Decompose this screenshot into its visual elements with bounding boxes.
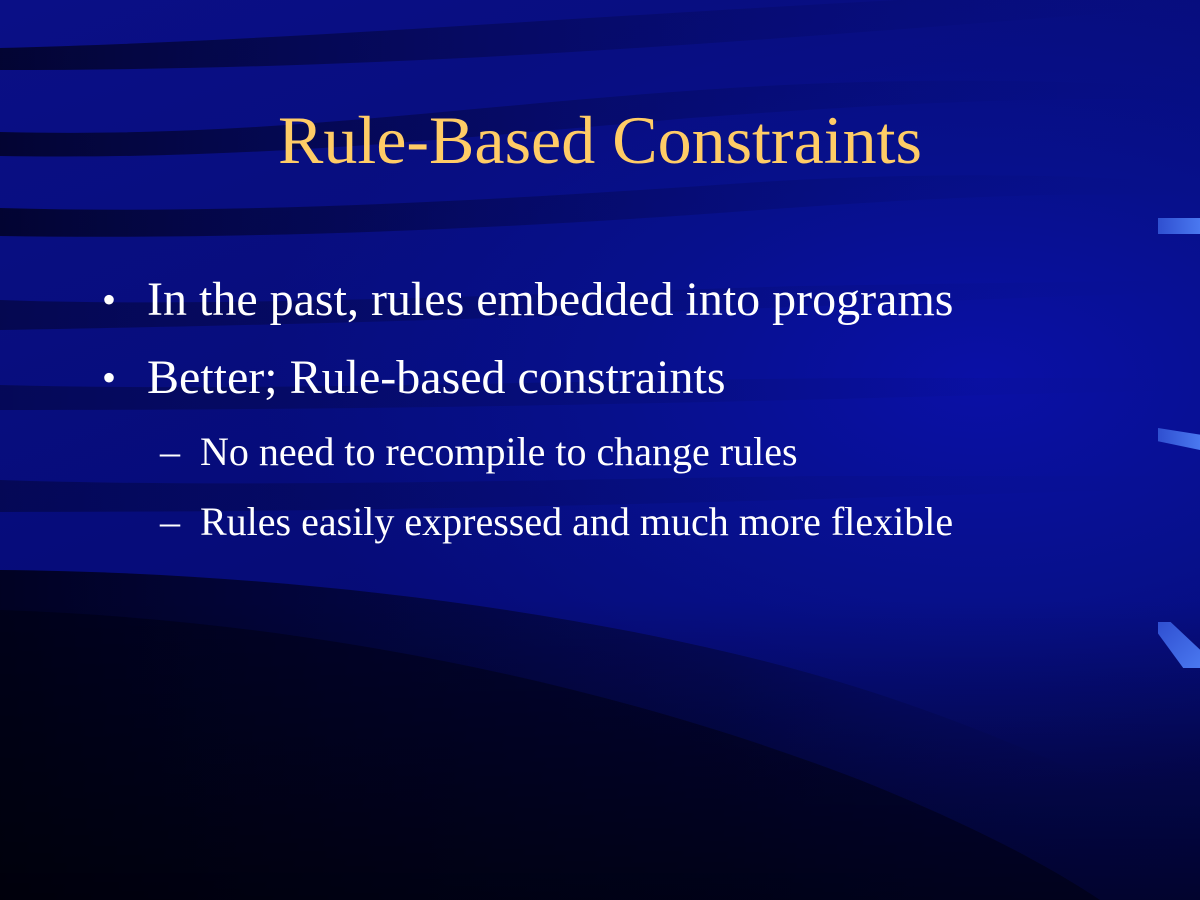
accent-tick-top (1158, 218, 1200, 234)
sub-bullet-marker: – (160, 499, 180, 544)
sub-bullet-item: – Rules easily expressed and much more f… (102, 498, 1162, 568)
bullet-marker: • (102, 355, 117, 400)
bullet-text: Better; Rule-based constraints (147, 351, 726, 404)
slide-title: Rule-Based Constraints (277, 102, 923, 178)
bullet-list: • In the past, rules embedded into progr… (102, 272, 1162, 568)
sub-bullet-marker: – (160, 429, 180, 474)
sub-bullet-text: Rules easily expressed and much more fle… (200, 499, 954, 544)
bullet-item: • In the past, rules embedded into progr… (102, 272, 1162, 350)
bullet-marker: • (102, 277, 117, 322)
bullet-item: • Better; Rule-based constraints (102, 350, 1162, 428)
sub-bullet-text: No need to recompile to change rules (200, 429, 798, 474)
bullet-text: In the past, rules embedded into program… (147, 273, 954, 326)
sub-bullet-item: – No need to recompile to change rules (102, 428, 1162, 498)
